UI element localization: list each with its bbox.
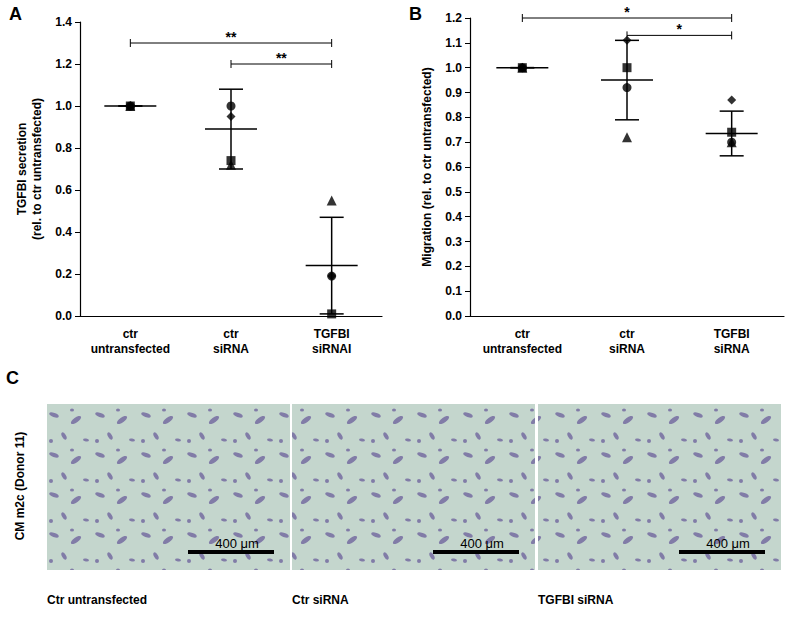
svg-text:TGFBI: TGFBI	[314, 327, 350, 341]
svg-text:CM m2c (Donor 11): CM m2c (Donor 11)	[13, 432, 27, 541]
svg-text:*: *	[677, 21, 683, 37]
svg-text:1.1: 1.1	[445, 36, 462, 50]
svg-text:0.5: 0.5	[445, 185, 462, 199]
svg-text:C: C	[6, 368, 19, 388]
svg-text:0.7: 0.7	[445, 135, 462, 149]
svg-text:400 μm: 400 μm	[706, 536, 750, 551]
svg-text:*: *	[624, 4, 630, 20]
svg-text:B: B	[409, 4, 422, 24]
svg-text:0.8: 0.8	[55, 141, 72, 155]
svg-text:1.2: 1.2	[55, 57, 72, 71]
svg-text:Ctr untransfected: Ctr untransfected	[47, 593, 147, 607]
svg-text:untransfected: untransfected	[91, 342, 170, 356]
svg-text:**: **	[226, 29, 237, 45]
svg-text:ctr: ctr	[619, 327, 635, 341]
svg-text:0.6: 0.6	[445, 160, 462, 174]
svg-text:400 μm: 400 μm	[215, 536, 259, 551]
svg-text:untransfected: untransfected	[483, 342, 562, 356]
svg-text:0.3: 0.3	[445, 235, 462, 249]
svg-text:Ctr siRNA: Ctr siRNA	[292, 593, 349, 607]
svg-text:0.1: 0.1	[445, 284, 462, 298]
svg-text:0.6: 0.6	[55, 183, 72, 197]
svg-text:siRNA: siRNA	[714, 342, 750, 356]
svg-text:0.2: 0.2	[445, 259, 462, 273]
svg-text:ctr: ctr	[515, 327, 531, 341]
svg-text:0.4: 0.4	[445, 210, 462, 224]
svg-text:0.9: 0.9	[445, 86, 462, 100]
svg-text:**: **	[276, 50, 287, 66]
svg-text:TGFBI siRNA: TGFBI siRNA	[538, 593, 614, 607]
svg-text:1.0: 1.0	[445, 61, 462, 75]
svg-text:1.0: 1.0	[55, 99, 72, 113]
svg-text:1.4: 1.4	[55, 15, 72, 29]
svg-text:Migration (rel. to ctr untrans: Migration (rel. to ctr untransfected)	[420, 67, 434, 266]
svg-text:ctr: ctr	[223, 327, 239, 341]
svg-text:1.2: 1.2	[445, 11, 462, 25]
svg-text:ctr: ctr	[123, 327, 139, 341]
svg-text:0.4: 0.4	[55, 225, 72, 239]
svg-text:siRNAI: siRNAI	[312, 342, 351, 356]
svg-text:400 μm: 400 μm	[460, 536, 504, 551]
svg-text:siRNA: siRNA	[213, 342, 249, 356]
svg-text:siRNA: siRNA	[609, 342, 645, 356]
svg-text:0.8: 0.8	[445, 110, 462, 124]
svg-text:0.0: 0.0	[55, 309, 72, 323]
svg-text:0.0: 0.0	[445, 309, 462, 323]
svg-text:0.2: 0.2	[55, 267, 72, 281]
svg-text:(rel. to ctr untransfected): (rel. to ctr untransfected)	[30, 98, 44, 240]
svg-text:TGFBI: TGFBI	[714, 327, 750, 341]
svg-text:A: A	[9, 4, 22, 24]
svg-text:TGFBI secretion: TGFBI secretion	[15, 123, 29, 216]
